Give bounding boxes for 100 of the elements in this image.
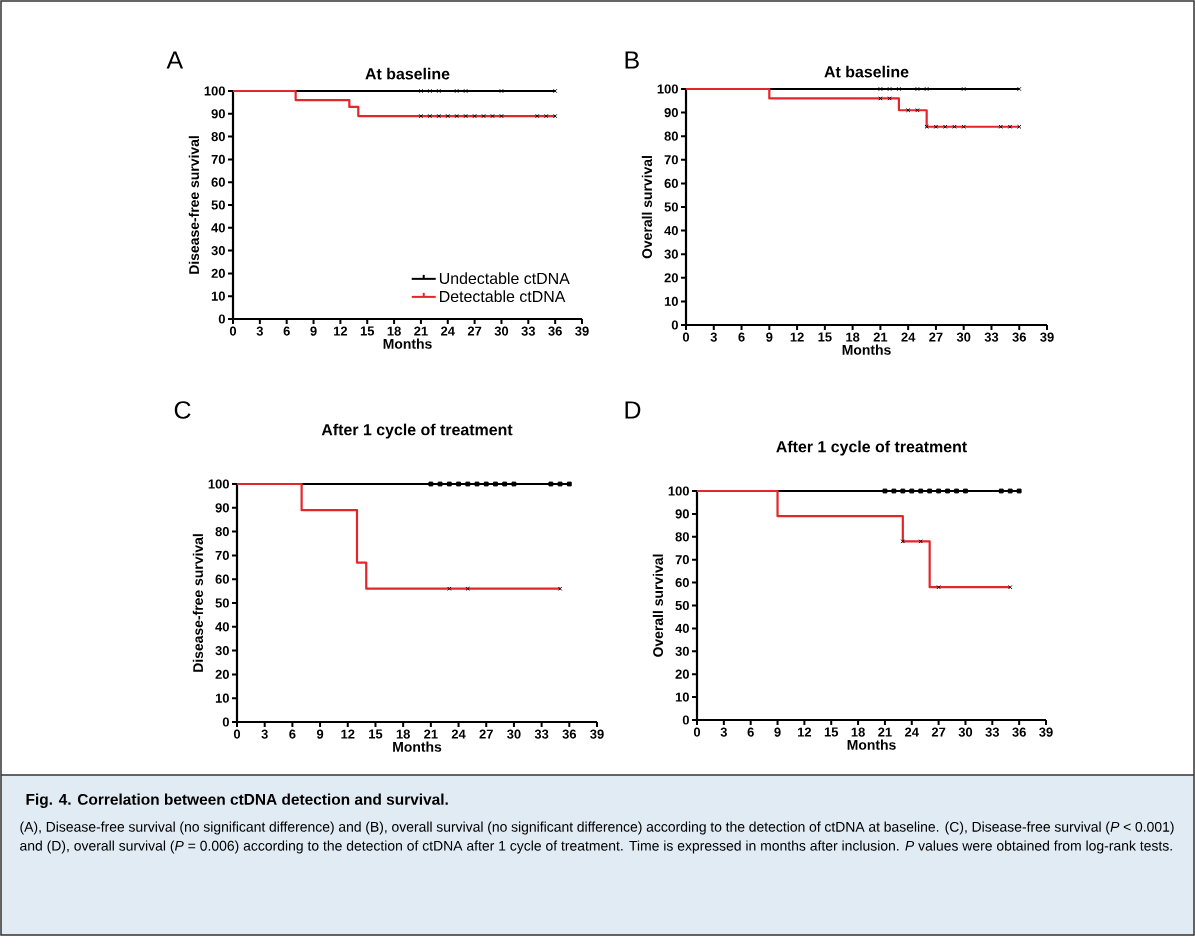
y-tick-label: 60 xyxy=(211,177,225,187)
x-tick-label: 36 xyxy=(1012,332,1026,342)
x-axis-title: Months xyxy=(393,741,442,752)
x-tick-label: 21 xyxy=(414,326,428,336)
x-tick-label: 30 xyxy=(958,727,973,737)
point xyxy=(936,584,941,590)
y-axis-title: Overall survival xyxy=(641,156,653,259)
y-tick-label: 30 xyxy=(675,646,689,656)
x-axis-title: Months xyxy=(842,344,891,355)
point xyxy=(1008,584,1013,590)
x-tick-label: 6 xyxy=(738,332,745,342)
x-tick-label: 15 xyxy=(369,729,383,739)
x-tick-label: 30 xyxy=(494,326,509,336)
y-tick-label: 10 xyxy=(211,291,225,301)
x-tick-label: 33 xyxy=(521,326,536,336)
point xyxy=(1017,124,1022,129)
point xyxy=(998,124,1003,129)
x-tick-label: 33 xyxy=(985,727,1000,737)
x-tick-label: 15 xyxy=(360,326,375,336)
y-axis-title: Overall survival xyxy=(652,554,664,657)
point xyxy=(998,488,1004,494)
text: Fig. 4. Correlation between ctDNA detection and survival. xyxy=(26,793,448,808)
y-tick-label: 20 xyxy=(664,273,678,283)
y-tick-label: 0 xyxy=(222,717,229,727)
x-tick-label: 39 xyxy=(590,729,604,739)
x-tick-label: 6 xyxy=(283,326,290,336)
chart-title: At baseline xyxy=(365,67,450,80)
y-tick-label: 0 xyxy=(218,314,225,324)
point xyxy=(891,488,897,494)
point xyxy=(1017,86,1022,92)
x-tick-label: 24 xyxy=(905,727,919,737)
point xyxy=(1016,488,1022,494)
y-tick-label: 40 xyxy=(211,223,225,233)
x-tick-label: 21 xyxy=(878,727,892,737)
x-tick-label: 39 xyxy=(1039,727,1053,737)
x-tick-label: 33 xyxy=(984,332,999,342)
text: B xyxy=(625,51,639,69)
y-tick-label: 80 xyxy=(215,527,229,537)
y-axis-title: Disease-free survival xyxy=(192,534,204,672)
point xyxy=(1007,488,1013,494)
y-tick-label: 90 xyxy=(211,109,225,119)
text: C xyxy=(174,401,191,419)
point xyxy=(887,96,892,101)
x-tick-label: 27 xyxy=(467,326,482,336)
y-tick-label: 10 xyxy=(664,296,678,306)
legend-label: Detectable ctDNA xyxy=(440,290,566,303)
y-tick-label: 80 xyxy=(211,132,225,142)
y-tick-label: 100 xyxy=(208,479,229,489)
x-tick-label: 9 xyxy=(310,326,317,336)
x-tick-label: 36 xyxy=(562,729,577,739)
x-tick-label: 12 xyxy=(798,727,812,737)
x-tick-label: 3 xyxy=(256,326,263,336)
x-tick-label: 3 xyxy=(710,332,717,342)
point xyxy=(918,488,924,494)
y-tick-label: 60 xyxy=(215,574,229,584)
x-tick-label: 12 xyxy=(334,326,348,336)
point xyxy=(961,124,966,129)
x-tick-label: 39 xyxy=(1040,332,1054,342)
chart-title: After 1 cycle of treatment xyxy=(776,440,967,456)
y-tick-label: 70 xyxy=(215,550,229,560)
y-axis-title: Disease-free survival xyxy=(188,136,200,274)
x-tick-label: 0 xyxy=(233,729,241,739)
point xyxy=(900,488,906,494)
x-tick-label: 30 xyxy=(507,729,521,739)
x-tick-label: 27 xyxy=(929,332,943,342)
point xyxy=(1007,124,1013,129)
point xyxy=(963,488,968,494)
x-tick-label: 27 xyxy=(479,729,493,739)
x-tick-label: 6 xyxy=(747,727,754,737)
x-tick-label: 27 xyxy=(931,727,946,737)
y-tick-label: 50 xyxy=(215,598,229,608)
y-tick-label: 10 xyxy=(675,692,689,702)
x-tick-label: 9 xyxy=(766,332,773,342)
y-tick-label: 60 xyxy=(675,578,689,588)
x-tick-label: 0 xyxy=(229,326,237,336)
y-tick-label: 40 xyxy=(664,226,678,236)
point xyxy=(954,488,959,494)
y-tick-label: 40 xyxy=(675,623,689,633)
point xyxy=(878,96,883,101)
point xyxy=(927,488,933,494)
text: A xyxy=(166,51,184,69)
point xyxy=(909,488,915,494)
x-axis-title: Months xyxy=(383,338,432,349)
y-tick-label: 30 xyxy=(664,249,678,259)
y-tick-label: 0 xyxy=(682,715,689,725)
y-tick-label: 70 xyxy=(675,555,689,565)
y-tick-label: 70 xyxy=(664,155,678,165)
point xyxy=(915,108,920,113)
point xyxy=(900,539,906,544)
x-tick-label: 24 xyxy=(451,729,466,739)
point xyxy=(882,488,888,494)
x-tick-label: 3 xyxy=(720,727,727,737)
y-tick-label: 50 xyxy=(675,600,689,611)
point xyxy=(905,108,911,113)
x-tick-label: 15 xyxy=(818,332,832,342)
x-tick-label: 9 xyxy=(316,729,324,739)
y-tick-label: 30 xyxy=(211,245,225,256)
point xyxy=(942,124,948,129)
x-tick-label: 18 xyxy=(387,326,401,336)
y-tick-label: 90 xyxy=(664,108,678,118)
